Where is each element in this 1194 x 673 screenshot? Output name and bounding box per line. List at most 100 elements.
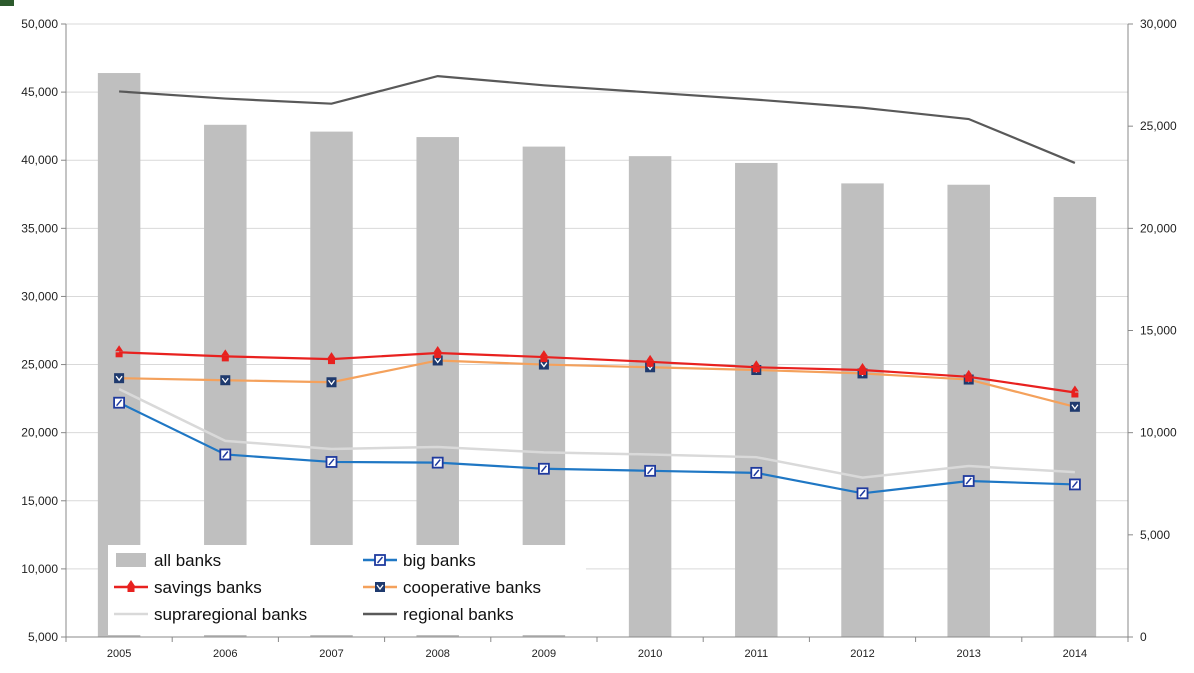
legend-item-all-banks: all banks: [116, 551, 221, 570]
x-tick-label: 2009: [532, 648, 556, 660]
right-tick-label: 30,000: [1140, 17, 1177, 31]
legend-label: big banks: [403, 551, 476, 570]
marker-slash: [222, 450, 229, 458]
left-tick-label: 5,000: [28, 630, 58, 644]
marker-slash: [1071, 480, 1078, 488]
left-tick-label: 30,000: [21, 289, 58, 303]
marker-base: [434, 352, 442, 358]
x-tick-label: 2006: [213, 648, 237, 660]
left-tick-label: 40,000: [21, 153, 58, 167]
marker-slash: [540, 465, 547, 473]
legend-box: [108, 545, 586, 635]
marker: [115, 345, 124, 352]
marker: [127, 580, 135, 586]
legend-item-savings-banks: savings banks: [114, 578, 262, 597]
line-regional-banks: [119, 74, 1076, 164]
marker: [538, 359, 549, 370]
marker-base: [1071, 392, 1079, 398]
marker: [432, 355, 443, 366]
marker-slash: [753, 469, 760, 477]
left-tick-label: 20,000: [21, 426, 58, 440]
marker-mark: [376, 584, 384, 591]
marker-mark: [434, 358, 442, 364]
marker: [221, 349, 230, 356]
marker-mark: [327, 379, 336, 386]
x-tick-label: 2008: [425, 648, 449, 660]
legend-label: supraregional banks: [154, 605, 307, 624]
legend-item-regional-banks: regional banks: [363, 605, 514, 624]
x-tick-label: 2010: [638, 648, 662, 660]
line-series: [113, 74, 1081, 500]
left-tick-label: 50,000: [21, 17, 58, 31]
marker-base: [859, 370, 866, 376]
legend-item-big-banks: big banks: [363, 551, 476, 570]
x-tick-label: 2014: [1063, 648, 1087, 660]
line-cooperative-banks: [119, 359, 1076, 408]
x-tick-label: 2007: [319, 648, 343, 660]
marker-slash: [328, 458, 335, 466]
bar-2011: [735, 162, 778, 638]
marker: [326, 377, 337, 388]
x-tick-label: 2005: [107, 648, 131, 660]
right-tick-label: 10,000: [1140, 426, 1177, 440]
marker-base: [328, 359, 335, 365]
right-tick-label: 25,000: [1140, 119, 1177, 133]
marker-slash: [859, 489, 866, 497]
marker: [646, 354, 655, 361]
right-tick-label: 0: [1140, 630, 1147, 644]
line-supraregional-banks: [118, 387, 1075, 479]
marker-mark: [540, 362, 548, 368]
marker-mark: [1071, 404, 1079, 410]
left-tick-label: 25,000: [21, 358, 58, 372]
legend-label: all banks: [154, 551, 221, 570]
marker-slash: [965, 477, 972, 485]
right-tick-label: 5,000: [1140, 528, 1170, 542]
marker: [220, 375, 231, 386]
line-big-banks: [118, 401, 1075, 495]
marker-base: [221, 356, 229, 362]
legend-label: savings banks: [154, 578, 262, 597]
marker: [539, 350, 548, 357]
legend-item-supraregional-banks: supraregional banks: [114, 605, 307, 624]
marker: [327, 352, 336, 359]
legend: all banks big banks savings banks cooperati…: [108, 545, 586, 635]
legend-label: regional banks: [403, 605, 514, 624]
bar-2010: [628, 156, 672, 637]
marker: [1069, 401, 1080, 412]
marker: [858, 363, 867, 370]
left-tick-label: 15,000: [21, 494, 58, 508]
marker: [1070, 385, 1079, 392]
marker-slash: [647, 467, 654, 475]
marker: [433, 345, 442, 352]
line-savings-banks: [119, 351, 1076, 394]
marker-base: [115, 352, 123, 358]
marker: [375, 582, 385, 592]
legend-label: cooperative banks: [403, 578, 541, 597]
marker-base: [752, 367, 760, 373]
marker: [752, 360, 761, 367]
right-tick-label: 15,000: [1140, 324, 1177, 338]
marker: [645, 362, 656, 373]
corner-mark: [0, 0, 14, 6]
left-tick-label: 10,000: [21, 562, 58, 576]
x-tick-label: 2013: [956, 648, 980, 660]
marker-base: [646, 361, 654, 367]
x-tick-label: 2012: [850, 648, 874, 660]
marker-slash: [376, 556, 384, 564]
bar-2013: [947, 184, 990, 637]
legend-swatch: [116, 553, 146, 567]
marker-mark: [221, 377, 229, 384]
right-tick-label: 20,000: [1140, 221, 1177, 235]
marker-base: [127, 587, 135, 592]
marker-slash: [116, 399, 123, 407]
bar-2012: [841, 183, 884, 637]
marker-base: [540, 357, 548, 363]
bar-2014: [1053, 197, 1097, 637]
marker: [114, 373, 125, 384]
marker-mark: [115, 375, 123, 382]
left-tick-label: 45,000: [21, 85, 58, 99]
marker: [964, 369, 973, 376]
marker-slash: [434, 459, 441, 467]
x-tick-label: 2011: [744, 648, 768, 660]
